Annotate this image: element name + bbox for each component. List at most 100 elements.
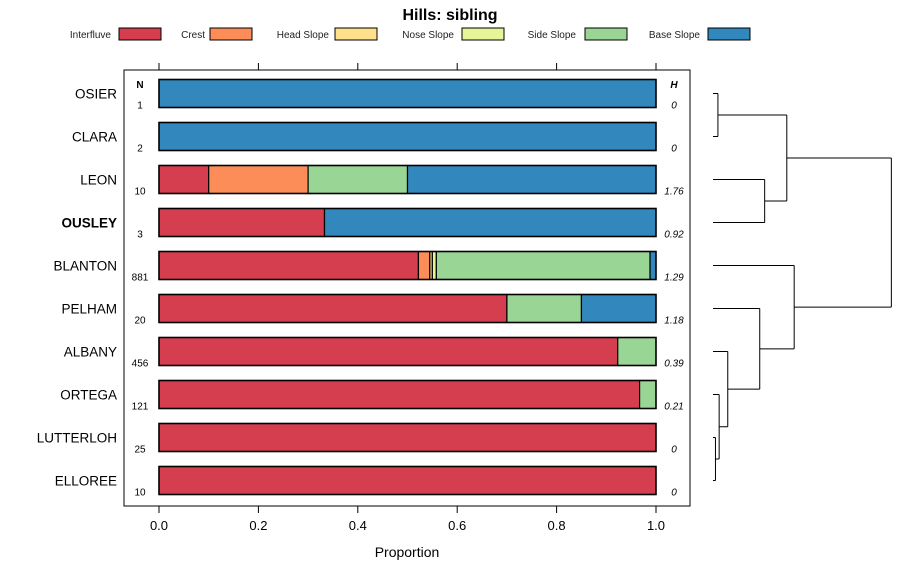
bar-segment-interfluve	[158, 422, 657, 453]
bar-segment-interfluve	[158, 379, 641, 410]
bar-outline	[158, 465, 657, 496]
bar-segment-side-slope	[617, 336, 657, 367]
legend-label: Nose Slope	[402, 30, 454, 41]
bar-outline	[158, 422, 657, 453]
h-value: 1.29	[664, 273, 684, 284]
category-label: OUSLEY	[61, 216, 117, 231]
category-label: ELLOREE	[55, 474, 117, 489]
row-ousley: OUSLEY 3 0.92	[61, 207, 684, 241]
row-clara: CLARA 2 0	[72, 121, 677, 155]
x-axis: 0.0 0.2 0.4 0.6 0.8 1.0	[150, 506, 665, 533]
x-tick-label: 0.4	[349, 518, 367, 533]
bar-outline	[158, 164, 657, 195]
x-tick-label: 0.0	[150, 518, 168, 533]
category-label: OSIER	[75, 87, 117, 102]
row-pelham: PELHAM 20 1.18	[61, 293, 684, 327]
legend-swatch	[334, 27, 378, 41]
n-value: 3	[137, 230, 143, 241]
h-column-header: H	[670, 80, 678, 91]
bar-segment-side-slope	[435, 250, 651, 281]
h-value: 0.39	[664, 359, 684, 370]
x-axis-title: Proportion	[375, 544, 440, 560]
x-tick-label: 0.6	[448, 518, 466, 533]
bar-segment-interfluve	[158, 336, 619, 367]
row-ortega: ORTEGA 121 0.21	[60, 379, 684, 413]
bar-segment-base-slope	[323, 207, 657, 238]
bar-segment-interfluve	[158, 164, 210, 195]
h-value: 0	[671, 488, 677, 499]
bar-outline	[158, 336, 657, 367]
legend-label: Interfluve	[70, 30, 112, 41]
dendrogram	[713, 93, 892, 481]
h-value: 0.21	[664, 402, 683, 413]
category-label: ORTEGA	[60, 388, 117, 403]
n-value: 10	[134, 488, 146, 499]
top-axis-ticks	[158, 63, 657, 70]
bar-segment-side-slope	[506, 293, 583, 324]
bar-segment-interfluve	[158, 207, 326, 238]
bar-segment-side-slope	[638, 379, 657, 410]
legend-swatch	[707, 27, 751, 41]
bar-outline	[158, 250, 657, 281]
bar-segment-base-slope	[158, 121, 657, 152]
category-label: LUTTERLOH	[37, 431, 117, 446]
legend-swatch	[461, 27, 505, 41]
bar-segment-base-slope	[580, 293, 657, 324]
bar-segment-interfluve	[158, 293, 508, 324]
x-tick-label: 0.2	[249, 518, 267, 533]
bar-segment-interfluve	[158, 465, 657, 496]
h-value: 1.18	[664, 316, 684, 327]
bar-segment-base-slope	[158, 78, 657, 109]
h-value: 0	[671, 144, 677, 155]
x-tick-label: 0.8	[548, 518, 566, 533]
bar-segment-base-slope	[406, 164, 657, 195]
legend-label: Base Slope	[649, 30, 701, 41]
legend: Interfluve Crest Head Slope Nose Slope Side …	[70, 27, 751, 41]
row-leon: LEON 10 1.76	[80, 164, 684, 198]
n-value: 121	[132, 402, 149, 413]
legend-swatch	[209, 27, 253, 41]
bar-outline	[158, 207, 657, 238]
bar-segment-base-slope	[649, 250, 657, 281]
bar-outline	[158, 293, 657, 324]
category-label: LEON	[80, 173, 117, 188]
bar-outline	[158, 379, 657, 410]
bar-segment-interfluve	[158, 250, 420, 281]
bar-segment-side-slope	[307, 164, 409, 195]
n-value: 2	[137, 144, 143, 155]
category-label: ALBANY	[64, 345, 117, 360]
bar-segment-crest	[417, 250, 431, 281]
h-value: 0	[671, 445, 677, 456]
legend-label: Side Slope	[528, 30, 577, 41]
row-albany: ALBANY 456 0.39	[64, 336, 684, 370]
n-column-header: N	[136, 80, 143, 91]
row-blanton: BLANTON 881 1.29	[53, 250, 684, 284]
bar-outline	[158, 121, 657, 152]
row-elloree: ELLOREE 10 0	[55, 465, 677, 499]
bar-outline	[158, 78, 657, 109]
n-value: 10	[134, 187, 146, 198]
h-value: 0	[671, 101, 677, 112]
h-value: 0.92	[664, 230, 684, 241]
row-lutterloh: LUTTERLOH 25 0	[37, 422, 677, 456]
n-value: 20	[134, 316, 146, 327]
legend-label: Head Slope	[277, 30, 330, 41]
n-value: 25	[134, 445, 146, 456]
n-value: 456	[132, 359, 149, 370]
h-value: 1.76	[664, 187, 684, 198]
x-tick-label: 1.0	[647, 518, 665, 533]
chart-title: Hills: sibling	[402, 7, 497, 24]
legend-swatch	[118, 27, 162, 41]
legend-swatch	[584, 27, 628, 41]
n-value: 881	[132, 273, 149, 284]
bar-segment-crest	[208, 164, 309, 195]
n-value: 1	[137, 101, 143, 112]
plot-frame	[123, 69, 691, 507]
category-label: PELHAM	[61, 302, 117, 317]
category-label: BLANTON	[53, 259, 117, 274]
legend-label: Crest	[181, 30, 205, 41]
category-label: CLARA	[72, 130, 117, 145]
row-osier: OSIER 1 0	[75, 78, 677, 112]
